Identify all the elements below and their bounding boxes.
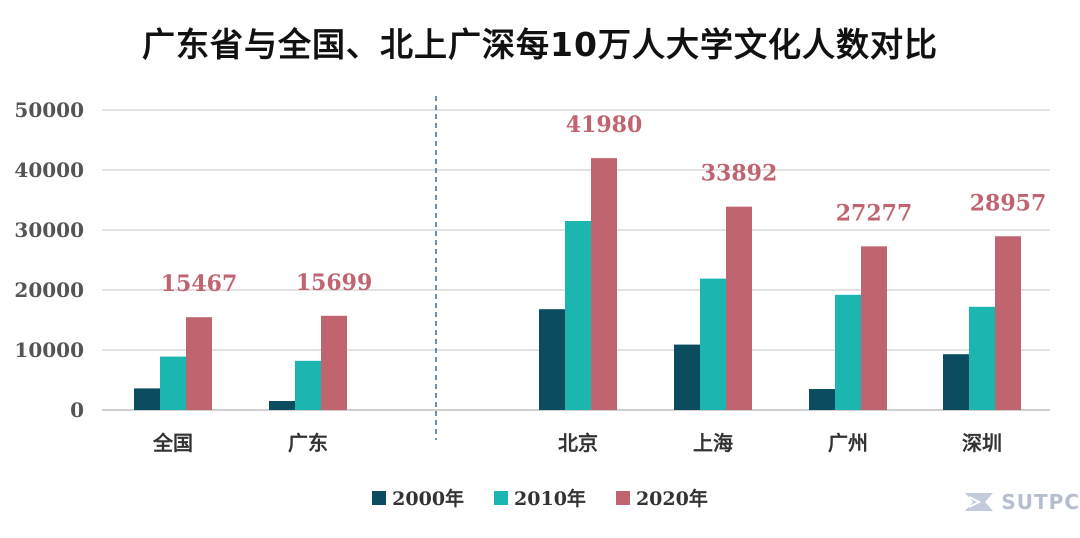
legend: 2000年 2010年 2020年 [0, 484, 1080, 511]
bar-上海-2020年 [726, 206, 752, 410]
x-tick-label-北京: 北京 [558, 431, 598, 455]
y-tick-label-20000: 20000 [14, 278, 84, 302]
watermark: SUTPC [963, 490, 1080, 514]
bar-广东-2010年 [295, 360, 321, 410]
y-tick-label-30000: 30000 [14, 218, 84, 242]
bar-广州-2020年 [861, 246, 887, 410]
x-tick-label-广东: 广东 [288, 431, 328, 455]
bar-全国-2010年 [160, 356, 186, 410]
legend-label-2020: 2020年 [635, 488, 708, 510]
data-label-北京: 41980 [566, 112, 643, 138]
bar-北京-2020年 [591, 158, 617, 410]
legend-item-2010: 2010年 [494, 484, 586, 511]
bar-北京-2010年 [565, 221, 591, 410]
bar-全国-2000年 [134, 388, 160, 410]
y-tick-label-0: 0 [70, 398, 84, 422]
bar-深圳-2020年 [995, 236, 1021, 410]
bar-深圳-2000年 [943, 354, 969, 410]
bar-上海-2000年 [674, 344, 700, 410]
data-label-深圳: 28957 [970, 190, 1047, 216]
y-axis-ticks: 0 10000 20000 30000 40000 50000 [14, 98, 84, 422]
bar-北京-2000年 [539, 309, 565, 410]
data-label-全国: 15467 [161, 271, 238, 297]
y-tick-label-10000: 10000 [14, 338, 84, 362]
legend-swatch-2010 [494, 490, 509, 505]
legend-item-2020: 2020年 [615, 484, 708, 511]
watermark-text: SUTPC [1001, 490, 1080, 514]
legend-item-2000: 2000年 [372, 484, 464, 511]
x-tick-label-上海: 上海 [693, 431, 733, 455]
data-label-广东: 15699 [296, 270, 373, 296]
bars [134, 158, 1021, 410]
data-labels: 15467 15699 41980 33892 27277 28957 [161, 112, 1047, 297]
bar-广东-2000年 [269, 401, 295, 410]
data-label-广州: 27277 [836, 200, 913, 226]
legend-label-2010: 2010年 [514, 488, 586, 510]
legend-swatch-2000 [372, 490, 387, 505]
x-tick-label-广州: 广州 [828, 431, 868, 455]
x-axis-ticks: 全国 广东 北京 上海 广州 深圳 [152, 431, 1002, 455]
x-tick-label-深圳: 深圳 [962, 431, 1002, 455]
bar-上海-2010年 [700, 278, 726, 410]
y-tick-label-50000: 50000 [14, 98, 84, 122]
sutpc-logo-icon [965, 493, 994, 511]
legend-swatch-2020 [615, 490, 630, 505]
bar-深圳-2010年 [969, 306, 995, 410]
bar-广州-2000年 [809, 389, 835, 410]
y-tick-label-40000: 40000 [14, 158, 84, 182]
x-tick-label-全国: 全国 [152, 431, 193, 455]
data-label-上海: 33892 [701, 161, 778, 187]
bar-广州-2010年 [835, 294, 861, 410]
bar-广东-2020年 [321, 315, 347, 410]
bar-全国-2020年 [186, 317, 212, 410]
legend-label-2000: 2000年 [392, 488, 465, 510]
chart-title: 广东省与全国、北上广深每10万人大学文化人数对比 [142, 25, 938, 64]
